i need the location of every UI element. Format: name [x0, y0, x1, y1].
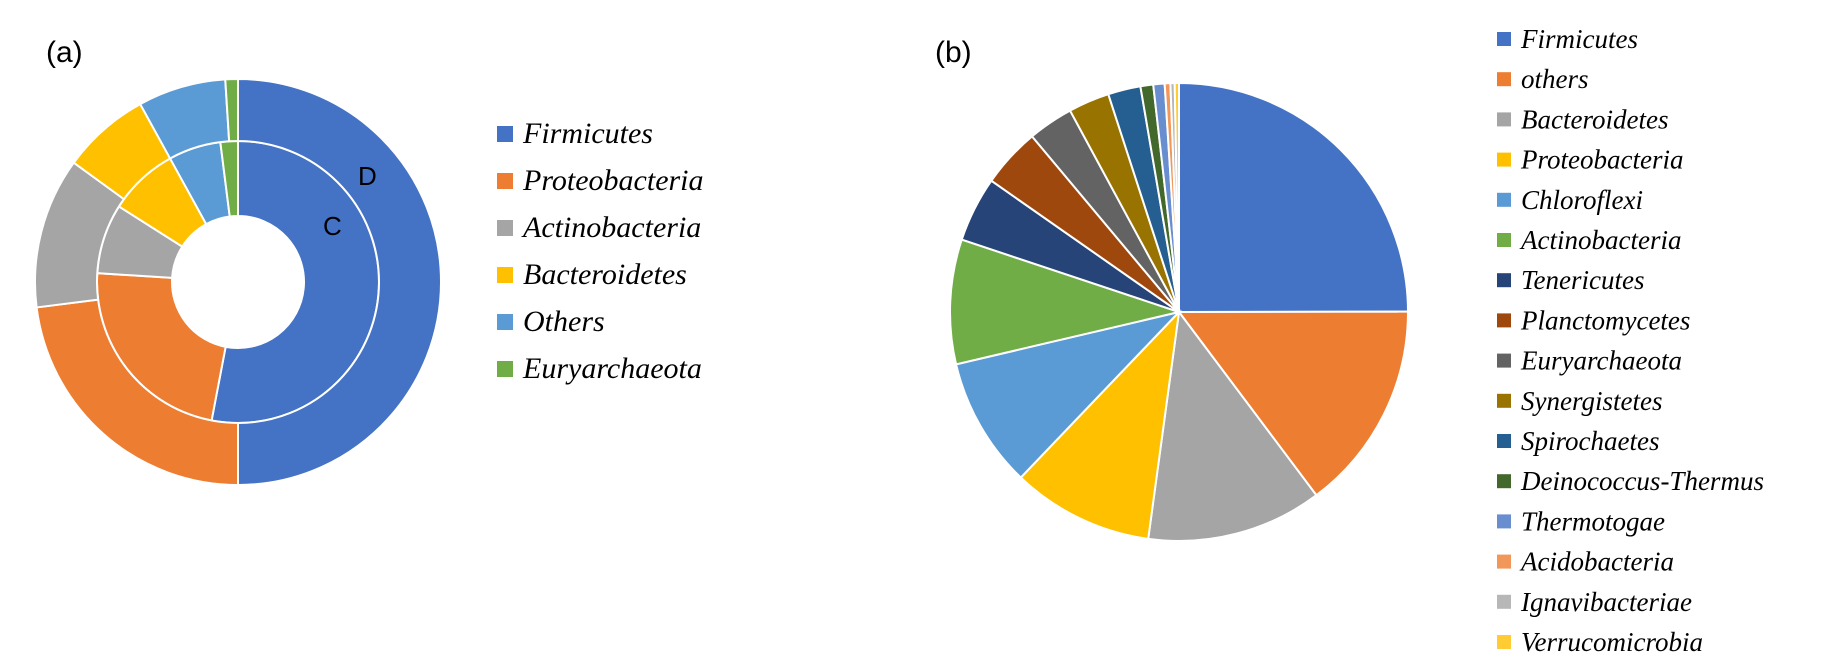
- panel-a-label: (a): [46, 36, 83, 69]
- legend-a-label-others: Others: [523, 305, 605, 338]
- donut-a-ring-d-segment-firmicutes: [237, 77, 442, 487]
- pie-b-slice-chloroflexi: [954, 310, 1183, 479]
- legend-b-label-thermotogae: Thermotogae: [1521, 506, 1665, 536]
- pie-b-slice-firmicutes: [1178, 81, 1410, 314]
- legend-a-swatch-bacteroidetes: [497, 267, 513, 283]
- legend-b-label-others: others: [1521, 64, 1589, 94]
- legend-b-label-synergistetes: Synergistetes: [1521, 386, 1662, 416]
- legend-a: Firmicutes Proteobacteria Actinobacteria Ba…: [497, 117, 704, 385]
- legend-b-swatch-spirochaetes: [1497, 434, 1511, 448]
- donut-a-ring-d-segment-euryarchaeota: [224, 77, 239, 143]
- legend-b-label-tenericutes: Tenericutes: [1521, 265, 1645, 295]
- legend-b-swatch-thermotogae: [1497, 514, 1511, 529]
- ring-label-d: D: [358, 161, 377, 191]
- legend-b-swatch-bacteroidetes: [1497, 112, 1511, 127]
- legend-b: Firmicutes others Bacteroidetes Proteobacte…: [1497, 24, 1764, 657]
- legend-a-label-proteobacteria: Proteobacteria: [522, 164, 704, 197]
- legend-b-label-deinococcus-thermus: Deinococcus-Thermus: [1520, 466, 1764, 496]
- legend-b-label-spirochaetes: Spirochaetes: [1521, 426, 1659, 456]
- legend-b-swatch-others: [1497, 72, 1511, 87]
- legend-b-swatch-tenericutes: [1497, 273, 1511, 288]
- pie-chart-b: [949, 81, 1410, 542]
- pie-b-slice-others: [1177, 310, 1410, 497]
- legend-b-label-actinobacteria: Actinobacteria: [1519, 225, 1681, 255]
- legend-b-swatch-actinobacteria: [1497, 233, 1511, 247]
- legend-a-label-firmicutes: Firmicutes: [522, 117, 653, 150]
- legend-a-swatch-proteobacteria: [497, 173, 513, 189]
- legend-b-swatch-planctomycetes: [1497, 313, 1511, 328]
- pie-b-slice-bacteroidetes: [1147, 309, 1318, 542]
- legend-b-label-bacteroidetes: Bacteroidetes: [1521, 104, 1668, 134]
- legend-b-swatch-synergistetes: [1497, 393, 1511, 408]
- pie-b-slice-proteobacteria: [1019, 309, 1181, 541]
- legend-a-label-euryarchaeota: Euryarchaeota: [522, 352, 702, 385]
- legend-b-label-firmicutes: Firmicutes: [1520, 24, 1638, 54]
- legend-a-label-actinobacteria: Actinobacteria: [521, 211, 701, 244]
- legend-b-swatch-ignavibacteriae: [1497, 594, 1511, 609]
- legend-b-swatch-euryarchaeota: [1497, 353, 1511, 368]
- panel-b-label: (b): [935, 36, 972, 69]
- legend-b-swatch-firmicutes: [1497, 32, 1511, 46]
- pie-b-slice-actinobacteria: [949, 238, 1183, 366]
- legend-b-label-euryarchaeota: Euryarchaeota: [1520, 346, 1682, 376]
- legend-b-swatch-proteobacteria: [1497, 152, 1511, 167]
- donut-chart-a: [34, 77, 442, 487]
- legend-b-swatch-acidobacteria: [1497, 554, 1511, 569]
- legend-b-label-ignavibacteriae: Ignavibacteriae: [1520, 587, 1692, 617]
- legend-a-swatch-others: [497, 314, 513, 330]
- legend-a-swatch-euryarchaeota: [497, 361, 513, 377]
- legend-b-swatch-chloroflexi: [1497, 192, 1511, 207]
- legend-b-label-acidobacteria: Acidobacteria: [1519, 547, 1674, 577]
- legend-b-label-verrucomicrobia: Verrucomicrobia: [1521, 627, 1703, 657]
- legend-b-label-planctomycetes: Planctomycetes: [1520, 305, 1690, 335]
- legend-b-label-chloroflexi: Chloroflexi: [1521, 185, 1643, 215]
- ring-label-c: C: [323, 211, 342, 241]
- legend-b-swatch-deinococcus-thermus: [1497, 474, 1511, 489]
- pie-b-slice-verrucomicrobia: [1173, 81, 1180, 313]
- legend-b-swatch-verrucomicrobia: [1497, 635, 1511, 649]
- legend-b-label-proteobacteria: Proteobacteria: [1520, 145, 1683, 175]
- legend-a-swatch-actinobacteria: [497, 220, 513, 236]
- legend-a-swatch-firmicutes: [497, 126, 513, 142]
- legend-a-label-bacteroidetes: Bacteroidetes: [523, 258, 687, 291]
